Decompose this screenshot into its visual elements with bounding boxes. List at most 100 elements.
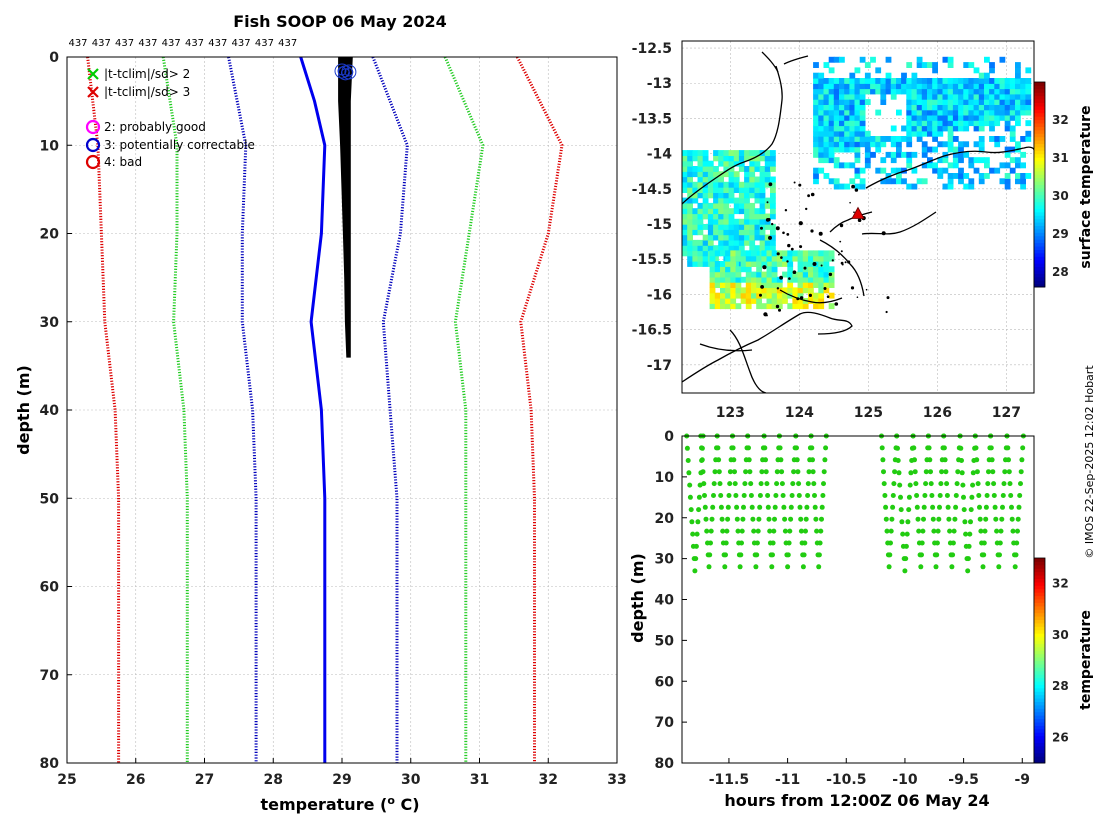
map-sst-cell: [764, 245, 771, 252]
map-sst-cell: [854, 167, 861, 174]
map-sst-cell: [733, 197, 740, 204]
map-sst-cell: [707, 202, 714, 209]
map-sst-cell: [697, 250, 704, 257]
depth-time-point: [759, 469, 765, 475]
map-island: [828, 272, 833, 277]
map-sst-cell: [828, 141, 835, 148]
map-sst-cell: [782, 250, 788, 257]
map-sst-cell: [818, 83, 825, 90]
depth-time-point: [1018, 481, 1023, 487]
map-sst-cell: [921, 83, 928, 90]
map-sst-cell: [932, 167, 938, 174]
map-sst-cell: [921, 178, 928, 185]
map-colorbar-segment: [1034, 201, 1045, 206]
map-sst-cell: [730, 287, 737, 294]
map-sst-cell: [759, 181, 766, 188]
map-sst-cell: [707, 192, 714, 199]
map-sst-cell: [818, 125, 825, 132]
map-sst-cell: [697, 218, 704, 225]
map-sst-cell: [859, 99, 866, 105]
map-sst-cell: [932, 99, 938, 105]
map-sst-cell: [749, 234, 756, 241]
map-island: [771, 222, 774, 226]
map-colorbar-segment: [1034, 273, 1045, 278]
map-sst-cell: [733, 224, 740, 230]
map-sst-cell: [744, 192, 750, 199]
depth-time-colorbar-segment: [1034, 670, 1045, 675]
map-sst-cell: [714, 298, 721, 304]
depth-time-point: [692, 568, 698, 574]
map-sst-cell: [916, 125, 923, 132]
map-sst-cell: [854, 104, 861, 111]
map-sst-cell: [735, 282, 742, 288]
map-sst-cell: [697, 150, 704, 156]
map-sst-cell: [687, 224, 693, 230]
map-sst-cell: [759, 234, 766, 241]
map-sst-cell: [766, 255, 773, 262]
depth-time-colorbar-segment: [1034, 722, 1045, 726]
depth-time-point: [769, 564, 775, 570]
depth-time-colorbar-segment: [1034, 578, 1045, 583]
depth-time-point: [881, 481, 887, 487]
depth-time-point: [889, 516, 895, 522]
map-sst-cell: [947, 109, 954, 116]
map-sst-cell: [687, 166, 693, 172]
map-sst-cell: [896, 167, 902, 174]
depth-time-point: [774, 469, 780, 475]
map-sst-cell: [849, 88, 856, 95]
map-sst-cell: [921, 162, 928, 169]
map-sst-cell: [733, 208, 740, 215]
map-sst-cell: [808, 276, 814, 283]
map-sst-cell: [999, 178, 1006, 185]
depth-time-colorbar-segment: [1034, 585, 1045, 590]
map-sst-cell: [927, 157, 933, 164]
map-sst-cell: [833, 183, 840, 190]
depth-time-point: [803, 528, 808, 534]
map-sst-cell: [1015, 83, 1021, 90]
map-sst-cell: [916, 178, 923, 185]
map-sst-cell: [738, 239, 745, 246]
map-sst-cell: [771, 298, 778, 304]
map-sst-cell: [978, 173, 985, 179]
depth-time-point: [999, 516, 1005, 522]
map-sst-cell: [854, 78, 861, 84]
depth-time-point: [707, 552, 713, 558]
map-sst-cell: [823, 276, 830, 283]
map-sst-cell: [999, 104, 1006, 111]
depth-time-point: [723, 540, 729, 546]
map-sst-cell: [771, 292, 778, 299]
map-sst-cell: [692, 187, 699, 193]
map-sst-cell: [738, 160, 745, 167]
map-island: [820, 264, 823, 267]
map-sst-cell: [687, 245, 693, 252]
map-sst-cell: [756, 271, 762, 278]
map-sst-cell: [702, 171, 709, 178]
map-sst-cell: [839, 183, 845, 190]
depth-time-point: [748, 493, 754, 498]
map-sst-cell: [738, 208, 745, 215]
map-sst-cell: [759, 239, 766, 246]
map-sst-cell: [849, 78, 856, 84]
map-sst-cell: [828, 83, 835, 90]
map-sst-cell: [885, 136, 892, 142]
map-sst-cell: [963, 78, 970, 84]
depth-time-point: [1006, 457, 1011, 463]
map-sst-cell: [702, 202, 709, 209]
map-island: [844, 261, 847, 264]
map-sst-cell: [828, 120, 835, 127]
map-sst-cell: [1020, 109, 1026, 116]
map-sst-cell: [828, 276, 835, 283]
map-sst-cell: [764, 239, 771, 246]
map-sst-cell: [792, 303, 799, 310]
depth-time-point: [699, 457, 705, 463]
map-sst-cell: [984, 72, 990, 79]
map-sst-cell: [759, 245, 766, 252]
map-sst-cell: [733, 202, 740, 209]
map-sst-cell: [730, 276, 737, 283]
map-sst-cell: [896, 136, 902, 142]
map-sst-cell: [864, 151, 871, 158]
depth-time-colorbar-segment: [1034, 650, 1045, 655]
map-island: [803, 266, 807, 270]
map-sst-cell: [823, 83, 830, 90]
map-sst-cell: [906, 62, 913, 68]
